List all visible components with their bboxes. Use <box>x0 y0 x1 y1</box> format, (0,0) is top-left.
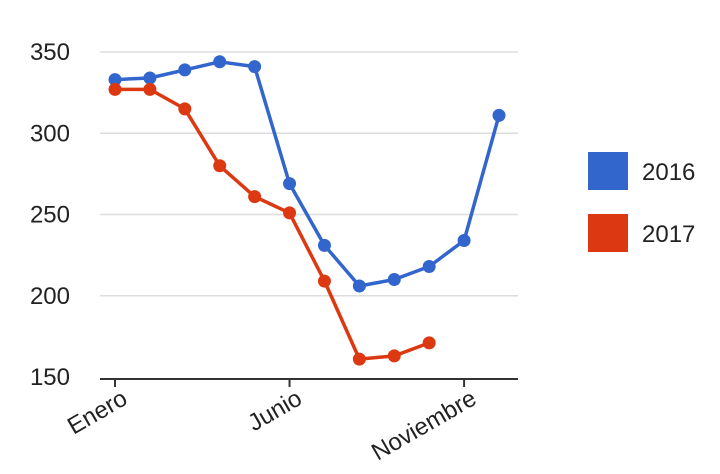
data-point-2016-10 <box>422 260 436 273</box>
y-tick-label-350: 350 <box>30 39 70 66</box>
data-point-2017-2 <box>143 82 157 96</box>
data-point-2016-6 <box>283 177 297 191</box>
data-point-2017-7 <box>317 274 331 288</box>
legend: 2016 2017 <box>588 152 695 252</box>
data-point-2016-1 <box>108 73 122 87</box>
data-point-2016-3 <box>178 63 192 77</box>
data-point-2017-1 <box>108 82 122 96</box>
y-tick-label-200: 200 <box>30 283 70 310</box>
series-line-2016 <box>114 60 501 288</box>
data-point-2016-5 <box>248 60 262 74</box>
data-point-2016-11 <box>457 234 471 247</box>
data-point-2016-4 <box>213 55 227 69</box>
data-point-2016-9 <box>387 273 401 286</box>
x-tick-label-junio: Junio <box>243 385 306 437</box>
legend-swatch-2017 <box>588 214 628 252</box>
data-point-2017-6 <box>283 206 297 220</box>
data-point-2017-9 <box>387 349 401 363</box>
series <box>108 55 506 366</box>
y-tick-label-250: 250 <box>30 202 70 229</box>
data-point-2017-8 <box>352 352 366 366</box>
y-tick-label-150: 150 <box>30 364 70 391</box>
x-tick-label-noviembre: Noviembre <box>367 385 481 466</box>
data-point-2017-5 <box>248 190 262 204</box>
series-line-2017 <box>115 87 430 361</box>
gridlines <box>100 51 518 297</box>
data-point-2017-3 <box>178 102 192 116</box>
data-point-2016-2 <box>143 71 157 85</box>
legend-swatch-2016 <box>588 152 628 190</box>
x-tick-label-enero: Enero <box>63 385 132 440</box>
data-point-2017-10 <box>422 336 436 350</box>
data-point-2017-4 <box>213 159 227 173</box>
legend-label-2016: 2016 <box>642 159 695 186</box>
y-tick-label-300: 300 <box>30 120 70 147</box>
axes: 150 200 250 300 350 Enero Junio Noviembre <box>30 39 518 466</box>
data-point-2016-8 <box>352 279 366 293</box>
data-point-2016-7 <box>317 238 331 252</box>
data-point-2016-12 <box>492 108 506 122</box>
legend-label-2017: 2017 <box>642 221 695 248</box>
